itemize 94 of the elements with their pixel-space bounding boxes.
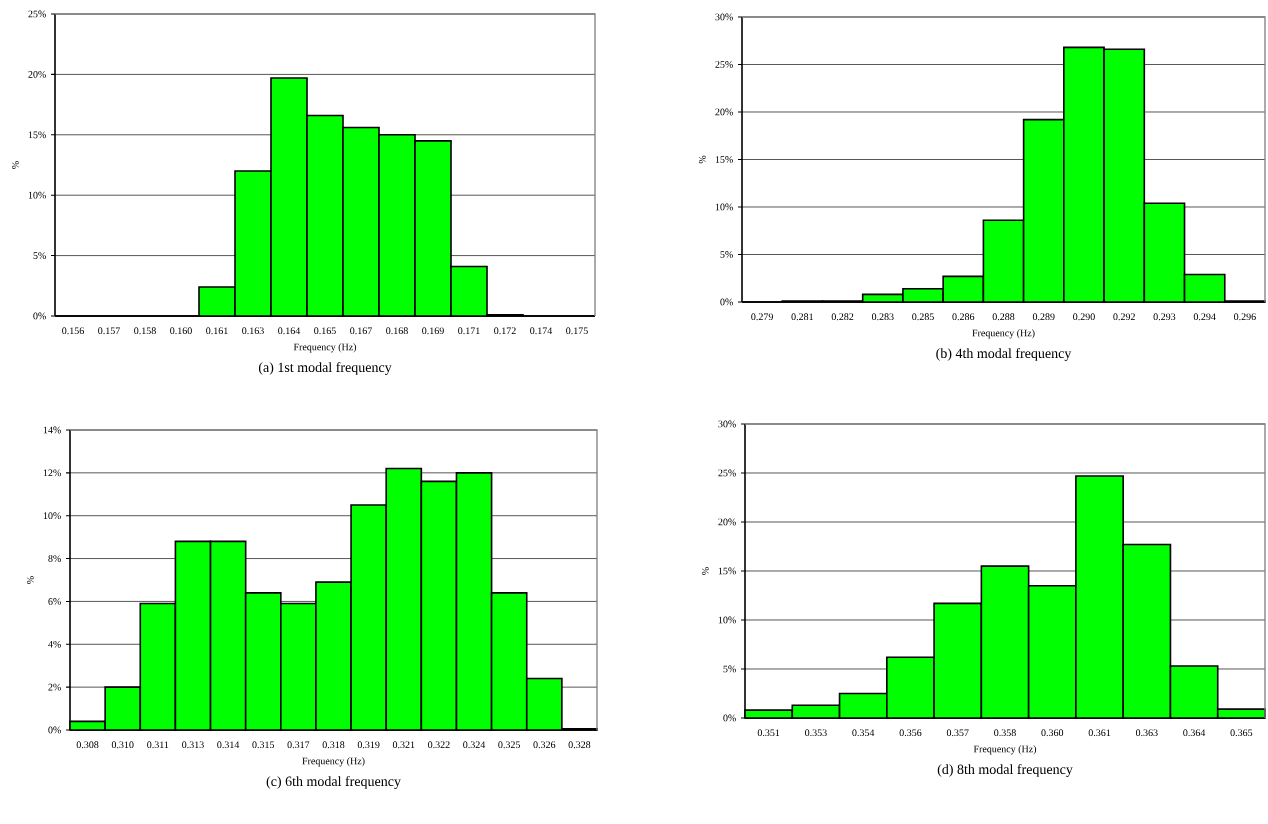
y-tick-label: 10% [28, 191, 46, 199]
x-tick-label: 0.328 [568, 741, 591, 749]
y-tick-label: 4% [48, 640, 61, 648]
y-tick-label: 20% [718, 518, 736, 526]
y-tick-label: 10% [715, 203, 733, 211]
x-tick-label: 0.308 [76, 741, 99, 749]
x-axis-title: Frequency (Hz) [973, 745, 1037, 755]
x-tick-label: 0.292 [1113, 313, 1135, 321]
y-tick-label: 6% [48, 598, 61, 605]
x-tick-label: 0.165 [314, 327, 336, 335]
x-axis-title: Frequency (Hz) [302, 757, 365, 767]
x-tick-label: 0.322 [428, 741, 450, 749]
x-tick-label: 0.353 [805, 729, 827, 737]
y-tick-label: 15% [718, 567, 736, 575]
x-tick-label: 0.351 [757, 729, 780, 737]
x-tick-label: 0.358 [994, 729, 1016, 737]
x-tick-label: 0.315 [252, 741, 275, 749]
x-tick-label: 0.164 [278, 327, 301, 335]
x-tick-label: 0.285 [912, 313, 934, 321]
y-tick-label: 20% [28, 71, 46, 78]
y-tick-label: 12% [43, 469, 61, 477]
x-tick-label: 0.294 [1193, 313, 1216, 321]
y-tick-label: 25% [718, 469, 736, 477]
y-tick-label: 15% [28, 131, 46, 139]
x-tick-label: 0.281 [791, 313, 813, 321]
y-tick-label: 10% [43, 512, 61, 520]
x-tick-label: 0.156 [62, 327, 84, 335]
y-tick-label: 2% [48, 683, 61, 691]
x-tick-label: 0.289 [1032, 313, 1055, 321]
x-tick-label: 0.286 [952, 313, 975, 321]
x-tick-label: 0.157 [98, 327, 120, 335]
x-tick-label: 0.168 [386, 327, 408, 335]
y-tick-label: 30% [715, 13, 733, 21]
x-tick-label: 0.172 [494, 327, 516, 335]
x-tick-label: 0.310 [111, 741, 134, 749]
y-axis-title: % [27, 576, 34, 584]
y-tick-label: 25% [28, 10, 46, 18]
x-tick-label: 0.324 [463, 741, 486, 749]
x-axis-title: Frequency (Hz) [972, 329, 1035, 339]
y-axis-title: % [699, 155, 706, 164]
x-axis-title: Frequency (Hz) [293, 343, 357, 353]
y-tick-label: 5% [723, 665, 736, 673]
y-tick-label: 14% [43, 426, 61, 434]
x-tick-label: 0.364 [1183, 729, 1206, 737]
x-tick-label: 0.282 [831, 313, 854, 321]
x-tick-label: 0.314 [217, 741, 240, 749]
x-tick-label: 0.354 [852, 729, 875, 737]
y-tick-label: 20% [715, 108, 733, 116]
x-tick-label: 0.283 [871, 313, 894, 321]
y-tick-label: 30% [718, 420, 736, 428]
x-tick-label: 0.326 [533, 741, 556, 749]
y-tick-label: 15% [715, 156, 733, 163]
y-tick-label: 10% [718, 616, 736, 624]
x-tick-label: 0.175 [566, 327, 588, 335]
x-tick-label: 0.365 [1230, 729, 1253, 737]
x-tick-label: 0.171 [458, 327, 480, 335]
x-tick-label: 0.163 [242, 327, 264, 335]
text: (d) 8th modal frequency [937, 764, 1073, 777]
x-tick-label: 0.317 [287, 741, 310, 749]
x-tick-label: 0.288 [992, 313, 1015, 321]
x-tick-label: 0.169 [422, 327, 444, 335]
x-tick-label: 0.167 [350, 327, 372, 335]
x-tick-label: 0.363 [1135, 729, 1158, 737]
y-axis-title: % [12, 161, 19, 169]
x-tick-label: 0.160 [170, 327, 192, 335]
x-tick-label: 0.325 [498, 741, 521, 749]
text: (a) 1st modal frequency [258, 362, 392, 375]
y-tick-label: 0% [48, 726, 61, 734]
text: (b) 4th modal frequency [936, 348, 1072, 361]
x-tick-label: 0.319 [357, 741, 380, 749]
x-tick-label: 0.279 [751, 313, 773, 321]
x-tick-label: 0.361 [1088, 729, 1111, 737]
x-tick-label: 0.356 [899, 729, 922, 737]
x-tick-label: 0.318 [322, 741, 345, 749]
x-tick-label: 0.357 [946, 729, 969, 737]
x-tick-label: 0.161 [206, 327, 228, 335]
x-tick-label: 0.311 [147, 741, 169, 749]
y-tick-label: 8% [48, 555, 61, 562]
y-axis-title: % [702, 567, 709, 575]
y-tick-label: 25% [715, 61, 733, 68]
x-tick-label: 0.174 [530, 327, 553, 335]
y-tick-label: 0% [33, 312, 46, 320]
x-tick-label: 0.360 [1041, 729, 1064, 737]
y-tick-label: 0% [720, 298, 733, 306]
y-tick-label: 0% [723, 714, 736, 722]
x-tick-label: 0.321 [392, 741, 415, 749]
x-tick-label: 0.296 [1234, 313, 1256, 321]
x-tick-label: 0.293 [1153, 313, 1176, 321]
y-tick-label: 5% [33, 252, 46, 259]
x-tick-label: 0.313 [182, 741, 204, 749]
y-tick-label: 5% [720, 251, 733, 258]
text: (c) 6th modal frequency [266, 776, 401, 789]
x-tick-label: 0.158 [134, 327, 156, 335]
x-tick-label: 0.290 [1073, 313, 1095, 321]
